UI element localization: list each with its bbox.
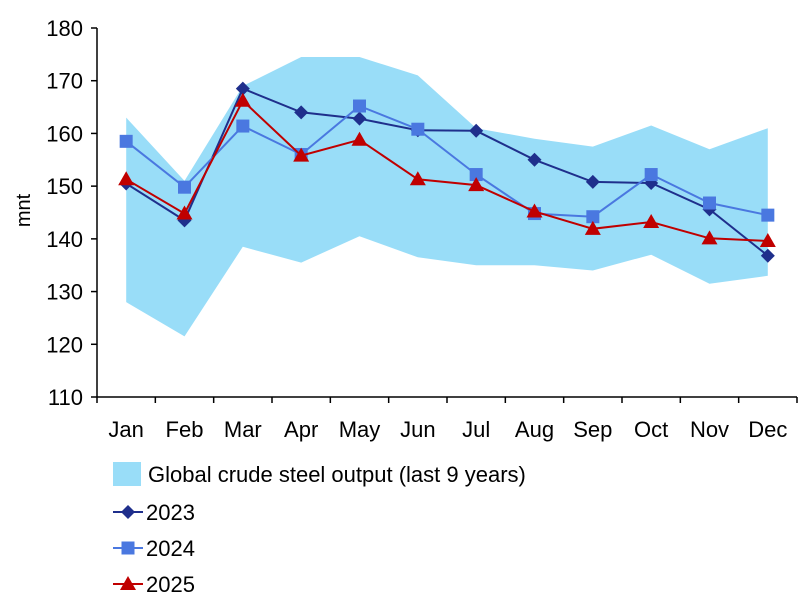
series-point-2024 [236, 119, 250, 133]
x-tick-label: May [339, 417, 381, 442]
y-ticks: 110 120 130 140 150 160 170 180 [46, 16, 97, 410]
y-tick-label: 130 [46, 280, 83, 305]
y-tick-label: 120 [46, 332, 83, 357]
series-point-2024 [761, 208, 775, 222]
series-point-2023 [294, 105, 309, 120]
series-line-2025 [125, 99, 768, 242]
x-tick-label: Sep [573, 417, 612, 442]
x-tick-label: Jan [108, 417, 143, 442]
legend-marker-2023 [121, 505, 135, 519]
x-tick-label: Apr [284, 417, 318, 442]
series-point-2023 [760, 248, 775, 263]
series-point-2025 [526, 203, 543, 218]
y-tick-label: 180 [46, 16, 83, 41]
series-point-2024 [469, 168, 483, 182]
legend-item-2025: 2025 [113, 572, 195, 597]
series-point-2024 [178, 180, 191, 194]
series-point-2023 [585, 174, 600, 189]
y-tick-label: 150 [46, 174, 83, 199]
x-tick-label: Aug [515, 417, 554, 442]
y-tick-label: 140 [46, 227, 83, 252]
y-tick-label: 110 [48, 385, 83, 410]
y-tick-label: 170 [46, 69, 83, 94]
series-point-2025 [643, 213, 660, 228]
series-point-2025 [351, 131, 368, 146]
legend: Global crude steel output (last 9 years)… [113, 462, 526, 597]
legend-label-2024: 2024 [146, 536, 195, 561]
series-point-2024 [644, 168, 658, 182]
legend-marker-2024 [121, 541, 135, 555]
legend-label-2025: 2025 [146, 572, 195, 597]
series-point-2025 [584, 220, 601, 235]
series-line-2023 [125, 87, 769, 257]
series-point-2024 [703, 196, 716, 210]
series-point-2023 [527, 152, 542, 167]
x-tick-label: Feb [166, 417, 204, 442]
y-axis-title: mnt [13, 193, 35, 227]
series-point-2025 [118, 171, 135, 186]
series-layer [118, 81, 776, 263]
x-tick-label: Oct [634, 417, 668, 442]
band-layer [126, 57, 768, 337]
legend-swatch-band [113, 462, 141, 486]
series-point-2024 [411, 122, 425, 136]
series-point-2023 [469, 123, 484, 138]
series-point-2024 [119, 134, 133, 148]
series-point-2024 [586, 210, 600, 224]
series-point-2025 [468, 177, 485, 192]
legend-label-2023: 2023 [146, 500, 195, 525]
series-2025 [118, 92, 776, 247]
series-point-2025 [176, 205, 193, 220]
x-tick-label: Dec [748, 417, 787, 442]
series-point-2024 [353, 99, 366, 113]
series-line-2024 [125, 104, 769, 218]
x-tick-label: Jun [400, 417, 435, 442]
series-point-2025 [234, 92, 251, 107]
range-band-area [126, 57, 768, 337]
x-tick-label: Mar [224, 417, 262, 442]
series-point-2025 [409, 171, 426, 186]
y-tick-label: 160 [46, 121, 83, 146]
series-point-2023 [235, 81, 250, 96]
legend-item-2023: 2023 [113, 500, 195, 525]
x-tick-label: Nov [690, 417, 729, 442]
series-point-2023 [352, 111, 367, 126]
series-point-2025 [701, 230, 718, 245]
series-point-2025 [759, 232, 776, 247]
x-tick-label: Jul [462, 417, 490, 442]
legend-item-2024: 2024 [113, 536, 195, 561]
x-ticks: Jan Feb Mar Apr May Jun Jul Aug Sep Oct Nov Dec [96, 397, 798, 442]
series-point-2025 [293, 147, 310, 162]
legend-item-band: Global crude steel output (last 9 years) [113, 462, 526, 487]
legend-label-band: Global crude steel output (last 9 years) [148, 462, 526, 487]
legend-marker-2025 [120, 576, 136, 590]
